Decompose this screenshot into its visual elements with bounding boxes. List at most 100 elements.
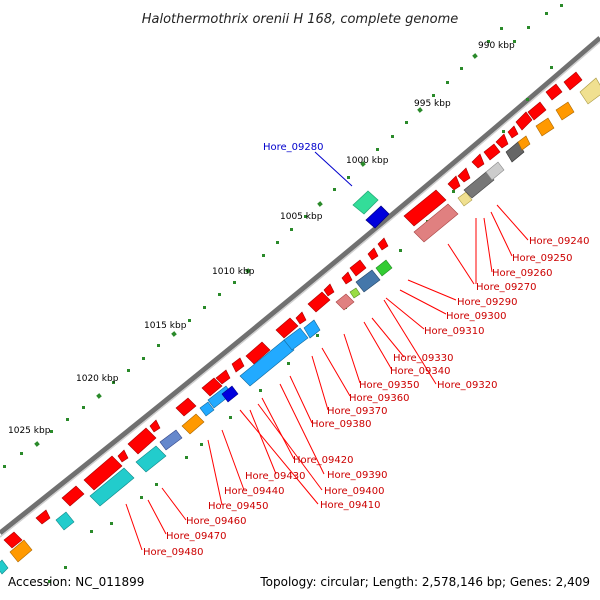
leader-line bbox=[161, 487, 187, 521]
gene-feature[interactable] bbox=[199, 401, 215, 417]
gene-feature[interactable] bbox=[515, 111, 533, 131]
gene-label[interactable]: Hore_09450 bbox=[208, 501, 269, 512]
gene-label[interactable]: Hore_09360 bbox=[349, 393, 410, 404]
leader-line bbox=[249, 409, 277, 475]
highlighted-gene-label[interactable]: Hore_09280 bbox=[263, 142, 324, 153]
gene-feature[interactable] bbox=[245, 341, 271, 365]
gene-feature[interactable] bbox=[221, 385, 239, 403]
gene-feature[interactable] bbox=[159, 429, 183, 451]
gene-feature[interactable] bbox=[495, 133, 509, 149]
gene-feature[interactable] bbox=[403, 189, 447, 227]
gene-label[interactable]: Hore_09420 bbox=[293, 455, 354, 466]
ruler-dot bbox=[140, 496, 143, 499]
gene-feature[interactable] bbox=[283, 327, 309, 351]
gene-feature[interactable] bbox=[307, 291, 331, 313]
ruler-dot bbox=[218, 293, 221, 296]
gene-feature[interactable] bbox=[175, 397, 197, 417]
gene-label[interactable]: Hore_09340 bbox=[390, 366, 451, 377]
gene-feature[interactable] bbox=[3, 531, 23, 549]
leader-line bbox=[371, 317, 405, 358]
gene-feature[interactable] bbox=[275, 317, 299, 339]
gene-feature[interactable] bbox=[457, 191, 473, 207]
gene-feature[interactable] bbox=[377, 237, 389, 251]
gene-feature[interactable] bbox=[517, 135, 531, 151]
gene-feature[interactable] bbox=[352, 190, 379, 215]
map-title: Halothermothrix orenii H 168, complete g… bbox=[142, 12, 459, 27]
ruler-dot bbox=[64, 566, 67, 569]
gene-feature[interactable] bbox=[0, 559, 9, 575]
gene-feature[interactable] bbox=[457, 167, 471, 183]
gene-feature[interactable] bbox=[535, 117, 555, 137]
gene-feature[interactable] bbox=[505, 141, 525, 163]
gene-label[interactable]: Hore_09290 bbox=[457, 297, 518, 308]
gene-feature[interactable] bbox=[295, 311, 307, 325]
gene-label[interactable]: Hore_09240 bbox=[529, 236, 590, 247]
gene-feature[interactable] bbox=[579, 77, 600, 105]
gene-feature[interactable] bbox=[555, 101, 575, 121]
gene-feature[interactable] bbox=[239, 339, 295, 387]
gene-label[interactable]: Hore_09250 bbox=[512, 253, 573, 264]
gene-label[interactable]: Hore_09370 bbox=[327, 406, 388, 417]
gene-label[interactable]: Hore_09390 bbox=[327, 470, 388, 481]
gene-feature[interactable] bbox=[127, 427, 157, 455]
genome-backbone-inner bbox=[0, 41, 600, 538]
gene-label[interactable]: Hore_09470 bbox=[166, 531, 227, 542]
gene-feature[interactable] bbox=[341, 271, 353, 285]
gene-feature[interactable] bbox=[349, 259, 367, 277]
gene-feature[interactable] bbox=[117, 449, 129, 463]
gene-label[interactable]: Hore_09430 bbox=[245, 471, 306, 482]
gene-feature[interactable] bbox=[545, 83, 563, 101]
leader-line bbox=[447, 243, 475, 285]
gene-label[interactable]: Hore_09400 bbox=[324, 486, 385, 497]
gene-feature[interactable] bbox=[323, 283, 335, 297]
gene-feature[interactable] bbox=[149, 419, 161, 433]
gene-feature[interactable] bbox=[463, 171, 495, 199]
gene-label[interactable]: Hore_09300 bbox=[446, 311, 507, 322]
gene-feature[interactable] bbox=[89, 467, 135, 507]
gene-feature[interactable] bbox=[231, 357, 245, 373]
gene-feature[interactable] bbox=[9, 539, 33, 563]
gene-label[interactable]: Hore_09330 bbox=[393, 353, 454, 364]
gene-label[interactable]: Hore_09440 bbox=[224, 486, 285, 497]
gene-label[interactable]: Hore_09270 bbox=[476, 282, 537, 293]
ruler-dot bbox=[66, 418, 69, 421]
gene-feature[interactable] bbox=[365, 205, 390, 229]
gene-label[interactable]: Hore_09260 bbox=[492, 268, 553, 279]
gene-feature[interactable] bbox=[215, 369, 231, 385]
gene-label[interactable]: Hore_09310 bbox=[424, 326, 485, 337]
gene-feature[interactable] bbox=[527, 101, 547, 121]
ruler-dot bbox=[526, 98, 529, 101]
gene-label[interactable]: Hore_09480 bbox=[143, 547, 204, 558]
gene-feature[interactable] bbox=[485, 161, 505, 181]
leader-line bbox=[125, 503, 143, 551]
ruler-dot bbox=[550, 66, 553, 69]
gene-feature[interactable] bbox=[83, 455, 123, 491]
gene-feature[interactable] bbox=[35, 509, 51, 525]
gene-label[interactable]: Hore_09380 bbox=[311, 419, 372, 430]
gene-label[interactable]: Hore_09460 bbox=[186, 516, 247, 527]
gene-feature[interactable] bbox=[483, 143, 501, 161]
leader-line bbox=[321, 347, 351, 397]
gene-feature[interactable] bbox=[55, 511, 75, 531]
gene-feature[interactable] bbox=[507, 125, 519, 139]
gene-feature[interactable] bbox=[447, 175, 461, 191]
ruler-dot bbox=[432, 94, 435, 97]
gene-feature[interactable] bbox=[201, 377, 223, 397]
gene-feature[interactable] bbox=[355, 269, 381, 293]
gene-feature[interactable] bbox=[335, 293, 355, 311]
gene-label[interactable]: Hore_09320 bbox=[437, 380, 498, 391]
gene-feature[interactable] bbox=[375, 259, 393, 277]
gene-feature[interactable] bbox=[367, 247, 379, 261]
gene-feature[interactable] bbox=[303, 319, 321, 339]
gene-feature[interactable] bbox=[471, 153, 485, 169]
gene-label[interactable]: Hore_09350 bbox=[359, 380, 420, 391]
gene-feature[interactable] bbox=[563, 71, 583, 91]
kbp-label: 1015 kbp bbox=[144, 321, 187, 331]
gene-feature[interactable] bbox=[135, 445, 167, 473]
gene-feature[interactable] bbox=[413, 203, 459, 243]
gene-label[interactable]: Hore_09410 bbox=[320, 500, 381, 511]
gene-feature[interactable] bbox=[61, 485, 85, 507]
gene-feature[interactable] bbox=[181, 413, 205, 435]
gene-feature[interactable] bbox=[349, 287, 361, 299]
